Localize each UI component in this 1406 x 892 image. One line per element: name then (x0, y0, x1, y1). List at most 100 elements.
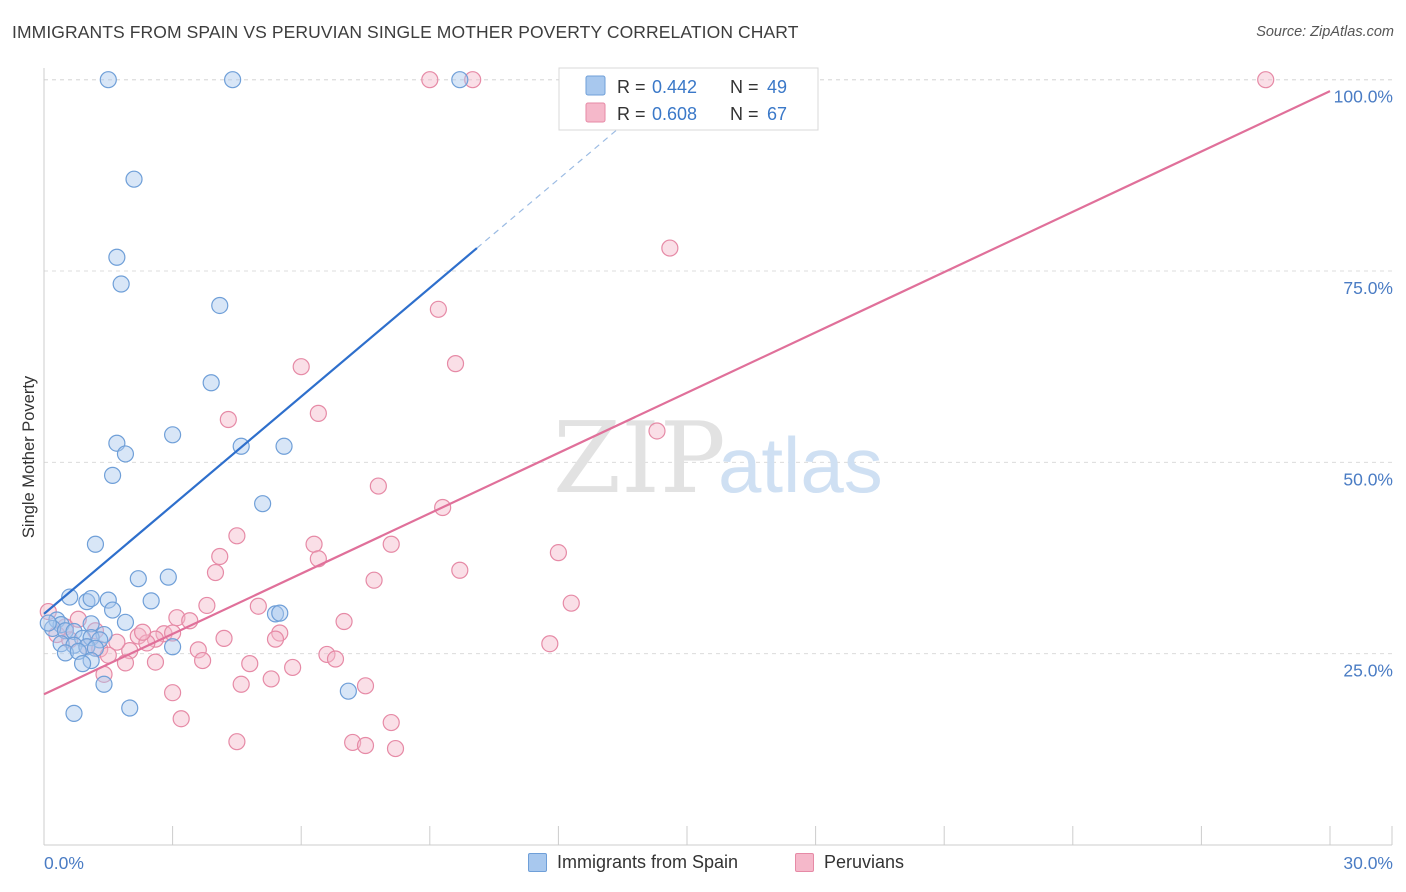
legend-n-label-spain: N = (730, 77, 759, 97)
y-tick-label: 25.0% (1343, 661, 1393, 681)
axes: 25.0% 50.0% 75.0% 100.0% 0.0% 30.0% (43, 68, 1393, 873)
peru-point (382, 535, 400, 553)
peru-point (262, 670, 280, 688)
peru-point (541, 635, 559, 653)
spain-point (103, 466, 122, 484)
spain-point (99, 71, 117, 89)
legend-swatch-peru-bottom (795, 853, 814, 872)
peru-point (356, 677, 375, 695)
y-tick-label: 100.0% (1334, 87, 1393, 107)
peru-point (146, 653, 165, 671)
spain-point (56, 644, 75, 662)
spain-point (271, 604, 289, 622)
spain-point (73, 655, 92, 673)
peru-point (344, 733, 362, 752)
peru-point (365, 571, 383, 589)
correlation-legend: R = 0.442 N = 49 R = 0.608 N = 67 (558, 67, 819, 131)
legend-item-spain: Immigrants from Spain (528, 852, 738, 873)
peru-point (241, 655, 259, 673)
spain-trend-line (43, 247, 478, 615)
legend-r-label-peru: R = (617, 104, 646, 124)
legend-n-value-peru: 67 (767, 104, 787, 124)
peru-point (451, 561, 469, 579)
spain-point (39, 614, 57, 632)
spain-point (254, 495, 272, 513)
spain-point (202, 374, 220, 392)
spain-point (78, 638, 96, 656)
spain-point (56, 622, 75, 640)
peru-point (382, 713, 400, 732)
watermark-zip: ZIP (553, 402, 726, 516)
source-label: Source: ZipAtlas.com (1256, 24, 1394, 40)
y-tick-label: 75.0% (1343, 278, 1393, 298)
spain-points (39, 71, 469, 722)
peru-point (266, 630, 285, 648)
spain-point (159, 568, 177, 586)
peru-point (562, 594, 580, 612)
legend-n-label-peru: N = (730, 104, 759, 124)
peru-trend-line (43, 90, 1331, 696)
peru-point (189, 641, 207, 659)
peru-point (429, 300, 447, 318)
legend-label-spain: Immigrants from Spain (557, 852, 739, 872)
peru-point (356, 736, 375, 755)
spain-point (108, 248, 126, 266)
watermark-atlas: atlas (718, 421, 883, 509)
peru-point (335, 612, 353, 631)
spain-point (164, 426, 182, 444)
peru-point (369, 477, 387, 495)
spain-point (52, 635, 70, 653)
spain-point (224, 71, 242, 89)
x-tick-label: 30.0% (1343, 853, 1393, 873)
x-tick-label: 0.0% (44, 853, 84, 873)
peru-point (284, 658, 302, 677)
legend-label-peru: Peruvians (824, 852, 905, 872)
legend-item-peru: Peruvians (795, 852, 904, 873)
spain-point (103, 601, 122, 619)
peru-point (446, 355, 465, 373)
legend-swatch-peru (585, 102, 606, 123)
peru-point (116, 654, 135, 672)
peru-point (309, 404, 327, 422)
spain-point (125, 170, 143, 188)
grid-lines (44, 79, 1392, 655)
chart-title: IMMIGRANTS FROM SPAIN VS PERUVIAN SINGLE… (12, 22, 799, 42)
trend-lines (43, 90, 1331, 696)
spain-point (116, 613, 135, 631)
peru-point (549, 544, 568, 562)
spain-point (73, 629, 92, 647)
peru-point (232, 675, 250, 693)
legend-r-value-spain: 0.442 (652, 77, 697, 97)
spain-point (86, 535, 105, 553)
peru-point (172, 710, 190, 728)
peru-point (215, 629, 233, 647)
peru-point (194, 651, 212, 670)
peru-point (219, 410, 237, 429)
peru-point (386, 739, 405, 758)
peru-point (228, 733, 246, 751)
spain-point (65, 622, 83, 641)
spain-point (142, 592, 160, 610)
spain-point (129, 570, 147, 588)
legend-n-value-spain: 49 (767, 77, 787, 97)
peru-point (133, 623, 152, 641)
peru-point (292, 358, 310, 376)
spain-point (211, 296, 229, 315)
y-tick-label: 50.0% (1343, 469, 1393, 489)
peru-point (661, 239, 679, 257)
spain-point (65, 704, 83, 722)
legend-r-label-spain: R = (617, 77, 646, 97)
peru-point (198, 596, 216, 615)
spain-point (339, 682, 357, 700)
spain-point (82, 615, 100, 633)
legend-swatch-spain (585, 75, 606, 96)
legend-swatch-spain-bottom (528, 853, 547, 872)
peru-point (464, 71, 482, 89)
watermark: ZIP atlas (553, 402, 883, 516)
spain-point (451, 71, 469, 89)
y-axis-label: Single Mother Poverty (20, 375, 38, 538)
spain-point (164, 638, 182, 656)
peru-point (249, 597, 267, 615)
peru-point (164, 684, 182, 702)
